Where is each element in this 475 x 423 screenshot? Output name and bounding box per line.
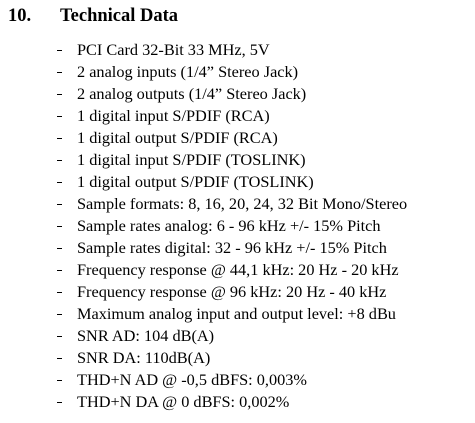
item-text: Maximum analog input and output level: +… [77, 304, 396, 323]
list-item: Frequency response @ 96 kHz: 20 Hz - 40 … [0, 281, 475, 303]
list-item: 1 digital input S/PDIF (TOSLINK) [0, 149, 475, 171]
bullet-dash [57, 94, 62, 95]
list-item: Frequency response @ 44,1 kHz: 20 Hz - 2… [0, 259, 475, 281]
item-text: Sample formats: 8, 16, 20, 24, 32 Bit Mo… [77, 194, 408, 213]
list-item: Sample rates digital: 32 - 96 kHz +/- 15… [0, 237, 475, 259]
item-text: Sample rates analog: 6 - 96 kHz +/- 15% … [77, 216, 381, 235]
item-text: 1 digital output S/PDIF (TOSLINK) [77, 172, 314, 191]
item-text: 1 digital input S/PDIF (TOSLINK) [77, 150, 306, 169]
item-text: Frequency response @ 44,1 kHz: 20 Hz - 2… [77, 260, 399, 279]
item-text: 2 analog inputs (1/4” Stereo Jack) [77, 62, 299, 81]
list-item: 2 analog outputs (1/4” Stereo Jack) [0, 83, 475, 105]
bullet-dash [57, 160, 62, 161]
list-item: Maximum analog input and output level: +… [0, 303, 475, 325]
list-item: 1 digital output S/PDIF (RCA) [0, 127, 475, 149]
bullet-dash [57, 380, 62, 381]
item-text: 1 digital output S/PDIF (RCA) [77, 128, 278, 147]
bullet-dash [57, 358, 62, 359]
list-item: 2 analog inputs (1/4” Stereo Jack) [0, 61, 475, 83]
item-text: PCI Card 32-Bit 33 MHz, 5V [77, 40, 270, 59]
list-item: 1 digital output S/PDIF (TOSLINK) [0, 171, 475, 193]
list-item: Sample formats: 8, 16, 20, 24, 32 Bit Mo… [0, 193, 475, 215]
list-item: SNR AD: 104 dB(A) [0, 325, 475, 347]
section-number: 10. [8, 6, 32, 26]
bullet-dash [57, 138, 62, 139]
item-text: Sample rates digital: 32 - 96 kHz +/- 15… [77, 238, 387, 257]
item-text: Frequency response @ 96 kHz: 20 Hz - 40 … [77, 282, 387, 301]
list-item: SNR DA: 110dB(A) [0, 347, 475, 369]
list-item: Sample rates analog: 6 - 96 kHz +/- 15% … [0, 215, 475, 237]
item-text: THD+N AD @ -0,5 dBFS: 0,003% [77, 370, 307, 389]
bullet-dash [57, 402, 62, 403]
list-item: THD+N AD @ -0,5 dBFS: 0,003% [0, 369, 475, 391]
item-text: SNR AD: 104 dB(A) [77, 326, 215, 345]
bullet-dash [57, 226, 62, 227]
bullet-dash [57, 336, 62, 337]
list-item: 1 digital input S/PDIF (RCA) [0, 105, 475, 127]
bullet-dash [57, 116, 62, 117]
bullet-dash [57, 72, 62, 73]
bullet-dash [57, 248, 62, 249]
bullet-dash [57, 314, 62, 315]
list-item: PCI Card 32-Bit 33 MHz, 5V [0, 39, 475, 61]
item-text: 1 digital input S/PDIF (RCA) [77, 106, 270, 125]
bullet-dash [57, 292, 62, 293]
item-text: SNR DA: 110dB(A) [77, 348, 211, 367]
bullet-dash [57, 204, 62, 205]
bullet-dash [57, 270, 62, 271]
bullet-dash [57, 182, 62, 183]
list-item: THD+N DA @ 0 dBFS: 0,002% [0, 391, 475, 413]
bullet-dash [57, 50, 62, 51]
item-text: 2 analog outputs (1/4” Stereo Jack) [77, 84, 307, 103]
item-text: THD+N DA @ 0 dBFS: 0,002% [77, 392, 290, 411]
section-title: Technical Data [60, 6, 179, 26]
